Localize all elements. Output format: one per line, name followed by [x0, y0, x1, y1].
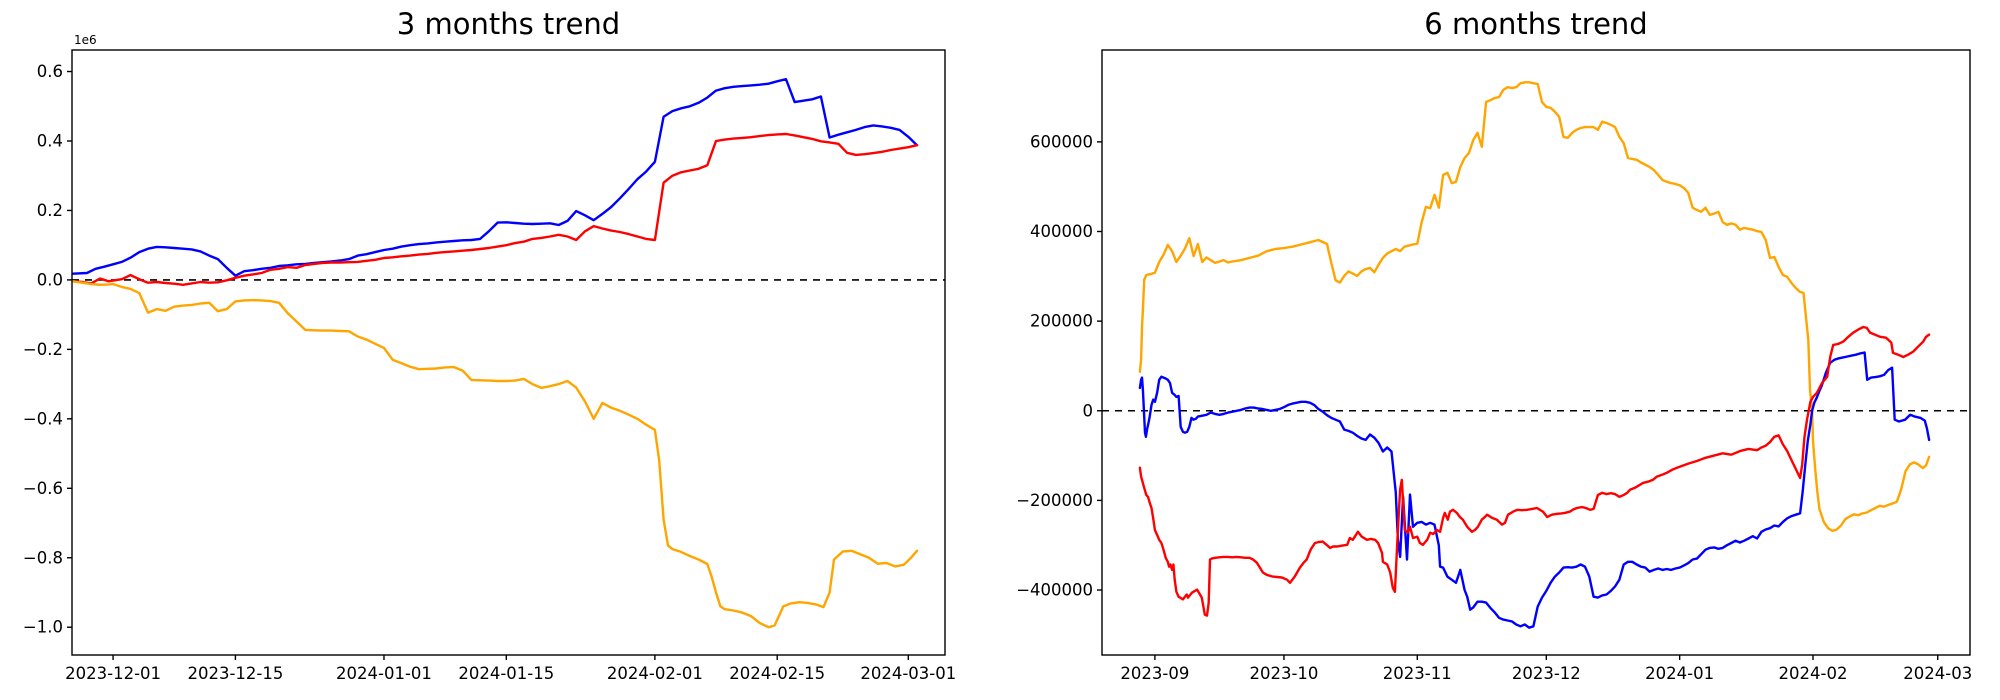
y-tick-label: 0.0 — [37, 270, 63, 289]
chart-title-three-months: 3 months trend — [397, 7, 620, 41]
y-tick-label: −1.0 — [23, 618, 63, 637]
x-tick-label: 2023-12-15 — [187, 664, 283, 683]
chart-three-months: 3 months trend 2023-12-01 2023-12-15 2024-0… — [23, 7, 956, 683]
y-tick-label: −0.8 — [23, 548, 63, 567]
x-tick-label: 2023-10 — [1249, 664, 1318, 683]
y-tick-label: 200000 — [1030, 312, 1093, 331]
x-tick-label: 2023-09 — [1120, 664, 1189, 683]
chart-title-six-months: 6 months trend — [1424, 7, 1647, 41]
chart-six-months: 6 months trend 2023-09 2023-10 2023-11 2023-… — [1016, 7, 1972, 683]
plot-border-six-months — [1101, 49, 1971, 656]
y-tick-label: −0.6 — [23, 479, 63, 498]
x-tick-label: 2023-12-01 — [65, 664, 161, 683]
plot-border-three-months — [71, 49, 946, 656]
x-tick-label: 2024-01-15 — [458, 664, 554, 683]
x-tick-label: 2024-02-15 — [729, 664, 825, 683]
x-tick-label: 2024-02-01 — [607, 664, 703, 683]
y-tick-label: −0.2 — [23, 340, 63, 359]
line-series-blue-six-months — [1138, 351, 1931, 629]
line-series-red-three-months — [71, 132, 919, 286]
x-tick-label: 2024-03-01 — [860, 664, 956, 683]
y-tick-label: 600000 — [1030, 132, 1093, 151]
y-tick-label: 0.6 — [37, 62, 63, 81]
x-tick-label: 2024-01-01 — [336, 664, 432, 683]
y-tick-label: 0 — [1083, 401, 1094, 420]
line-series-red-six-months — [1138, 325, 1931, 617]
x-tick-label: 2023-12 — [1512, 664, 1581, 683]
y-tick-label: 400000 — [1030, 222, 1093, 241]
line-series-blue-three-months — [71, 78, 919, 277]
x-tick-label: 2024-01 — [1645, 664, 1714, 683]
x-tick-label: 2024-03 — [1903, 664, 1972, 683]
line-series-orange-six-months — [1138, 81, 1931, 533]
y-tick-label: −400000 — [1016, 581, 1093, 600]
y-tick-label: −200000 — [1016, 491, 1093, 510]
line-series-orange-three-months — [71, 280, 919, 629]
y-tick-label: 0.4 — [37, 131, 63, 150]
y-tick-label: −0.4 — [23, 409, 63, 428]
y-axis-offset-label: 1e6 — [74, 33, 97, 47]
x-tick-label: 2024-02 — [1779, 664, 1848, 683]
x-tick-label: 2023-11 — [1383, 664, 1452, 683]
y-tick-label: 0.2 — [37, 201, 63, 220]
